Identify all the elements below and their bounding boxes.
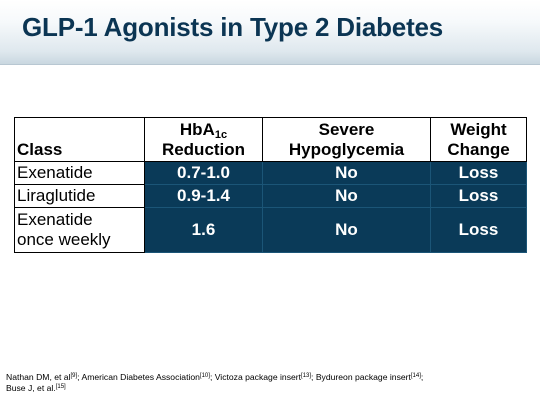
row-class: Liraglutide: [14, 184, 145, 208]
ref-separator: ;: [420, 372, 424, 382]
row-class-label: Exenatide: [17, 163, 93, 182]
row-hypoglycemia: No: [262, 161, 431, 185]
ref-bydureon: ; Bydureon package insert: [311, 372, 411, 382]
header-weight-line1: Weight: [450, 120, 507, 139]
row-hypoglycemia: No: [262, 207, 431, 253]
table-row: Liraglutide 0.9-1.4 No Loss: [14, 184, 527, 208]
ref-bydureon-num: [14]: [410, 373, 421, 379]
references-footnote: Nathan DM, et al[9]; American Diabetes A…: [6, 372, 534, 394]
row-hypoglycemia: No: [262, 184, 431, 208]
table-header-row: Class HbA1c Reduction Severe Hypoglycemi…: [14, 117, 527, 162]
header-hba1c: HbA1c Reduction: [144, 117, 263, 162]
header-class-label: Class: [17, 140, 63, 159]
row-weight: Loss: [430, 184, 527, 208]
table-row: Exenatide once weekly 1.6 No Loss: [14, 207, 527, 253]
row-class-label-line2: once weekly: [17, 230, 111, 249]
row-class: Exenatide: [14, 161, 145, 185]
row-hba1c: 0.9-1.4: [144, 184, 263, 208]
ref-nathan-num: [9]: [70, 373, 78, 379]
header-hba1c-line2: Reduction: [161, 140, 246, 159]
header-hba1c-subscript: 1c: [214, 129, 228, 141]
header-hba1c-main: HbA: [179, 120, 215, 139]
slide-title: GLP-1 Agonists in Type 2 Diabetes: [22, 12, 444, 42]
ref-buse-num: [15]: [55, 384, 66, 390]
slide-header: GLP-1 Agonists in Type 2 Diabetes: [0, 0, 540, 65]
row-class-label: Exenatide: [17, 210, 93, 229]
ref-victoza: ; Victoza package insert: [209, 372, 302, 382]
header-class: Class: [14, 117, 145, 162]
table-row: Exenatide 0.7-1.0 No Loss: [14, 161, 527, 185]
header-weight: Weight Change: [430, 117, 527, 162]
header-weight-line2: Change: [447, 140, 510, 159]
comparison-table: Class HbA1c Reduction Severe Hypoglycemi…: [14, 117, 527, 253]
header-hypoglycemia: Severe Hypoglycemia: [262, 117, 431, 162]
ref-ada: ; American Diabetes Association: [77, 372, 200, 382]
row-hba1c: 0.7-1.0: [144, 161, 263, 185]
row-weight: Loss: [430, 161, 527, 185]
row-class-label: Liraglutide: [17, 186, 96, 205]
ref-victoza-num: [13]: [301, 373, 312, 379]
row-weight: Loss: [430, 207, 527, 253]
ref-nathan: Nathan DM, et al: [6, 372, 71, 382]
ref-ada-num: [10]: [199, 373, 210, 379]
ref-buse: Buse J, et al.: [6, 383, 56, 393]
header-hypo-line2: Hypoglycemia: [288, 140, 405, 159]
header-hypo-line1: Severe: [318, 120, 375, 139]
row-hba1c: 1.6: [144, 207, 263, 253]
row-class: Exenatide once weekly: [14, 207, 145, 253]
